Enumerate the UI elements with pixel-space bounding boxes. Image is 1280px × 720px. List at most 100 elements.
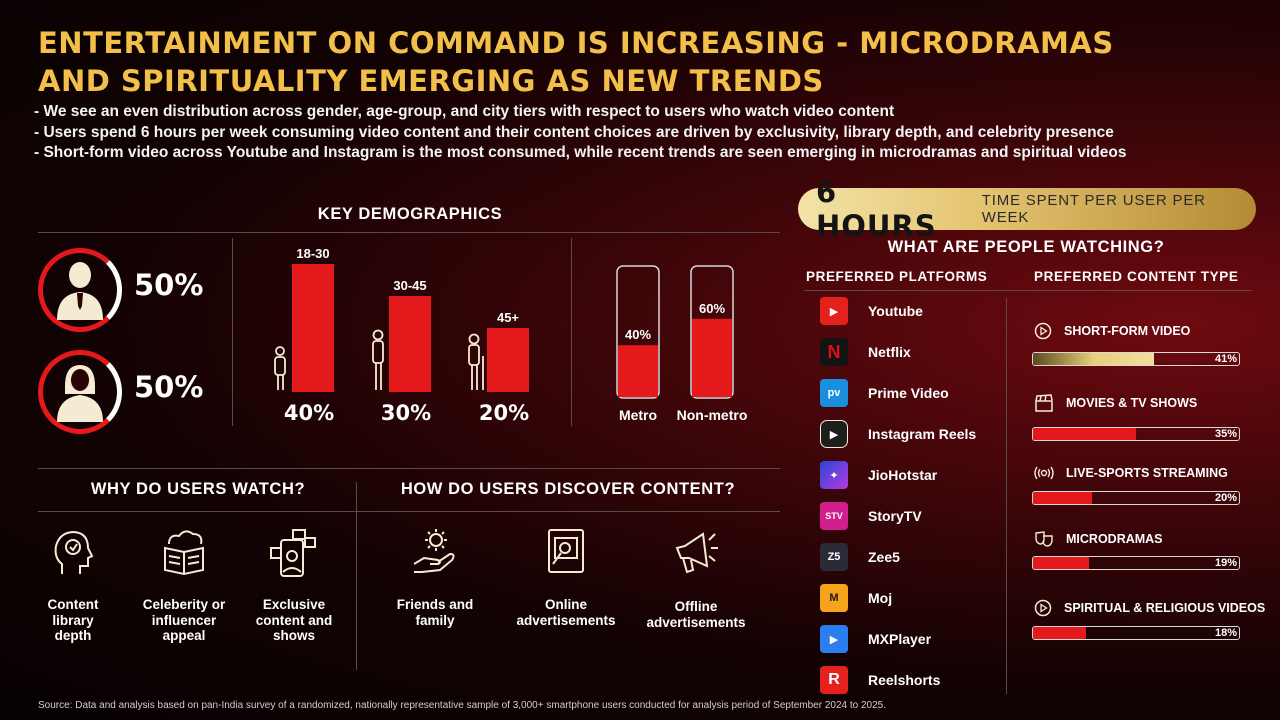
platform-name: Moj	[868, 590, 893, 606]
platform-content-divider	[1006, 298, 1007, 694]
platform-name: Youtube	[868, 303, 923, 319]
platform-name: MXPlayer	[868, 631, 932, 647]
city-tube-Non-metro	[690, 265, 734, 399]
city-category-label: Metro	[619, 407, 657, 423]
content-bar-value: 35%	[1214, 428, 1237, 440]
city-bar-Metro	[618, 345, 658, 397]
megaphone-icon	[675, 532, 718, 574]
age-chart-svg: 18-30 40% 30-45 30% 45+ 20%	[274, 246, 529, 425]
netflix-icon: N	[820, 338, 848, 366]
platform-moj: M Moj	[820, 584, 990, 612]
page-title: ENTERTAINMENT ON COMMAND IS INCREASING -…	[38, 24, 1238, 100]
female-ring	[38, 350, 122, 434]
reelshorts-icon: R	[820, 666, 848, 694]
storytv-icon: STV	[820, 502, 848, 530]
platform-instagram-reels: ▶ Instagram Reels	[820, 420, 990, 448]
bullet-3: Short-form video across Youtube and Inst…	[34, 143, 1254, 164]
platform-netflix: N Netflix	[820, 338, 990, 366]
platform-youtube: ▶ Youtube	[820, 297, 990, 325]
platform-name: StoryTV	[868, 508, 922, 524]
content-bar-value: 41%	[1214, 353, 1237, 365]
why-discover-vertical-divider	[356, 482, 357, 670]
content-bar-value: 18%	[1214, 627, 1237, 639]
theatre-masks-icon	[1035, 531, 1053, 547]
content-label-microdramas: MICRODRAMAS	[1034, 530, 1163, 548]
demographics-bottom-divider	[38, 468, 780, 469]
demographics-divider-left	[232, 238, 233, 426]
elderly-person-icon	[468, 333, 484, 390]
phone-tickets-icon	[270, 529, 316, 577]
discover-label-offline: Offline advertisements	[646, 599, 746, 630]
youtube-icon: ▶	[820, 297, 848, 325]
source-note: Source: Data and analysis based on pan-I…	[38, 700, 887, 711]
hours-value: 6 HOURS	[816, 175, 937, 243]
age-bar-45+	[487, 328, 529, 392]
platform-name: Instagram Reels	[868, 426, 977, 442]
why-label-exclusive: Exclusive content and shows	[255, 597, 333, 643]
female-user-icon	[57, 365, 103, 422]
title-line-1: ENTERTAINMENT ON COMMAND IS INCREASING -…	[38, 26, 1114, 60]
male-percent: 50%	[134, 268, 204, 302]
content-bar-movies-tv: 35%	[1032, 427, 1240, 441]
discover-label-friends: Friends and family	[396, 597, 474, 628]
age-chart: 18-30 40% 30-45 30% 45+ 20%	[262, 246, 562, 428]
age-value-label: 40%	[284, 401, 334, 425]
content-label-text: LIVE-SPORTS STREAMING	[1066, 466, 1228, 480]
male-user-icon	[57, 262, 103, 320]
key-demographics-heading: KEY DEMOGRAPHICS	[317, 205, 503, 223]
city-chart: 40% Metro 60% Non-metro	[596, 264, 766, 434]
platform-name: Prime Video	[868, 385, 949, 401]
zee5-icon: Z5	[820, 543, 848, 571]
content-bar-fill-movies-tv	[1033, 428, 1136, 440]
content-bar-fill-microdramas	[1033, 557, 1089, 569]
age-value-label: 20%	[479, 401, 529, 425]
content-label-spiritual: SPIRITUAL & RELIGIOUS VIDEOS	[1034, 599, 1265, 617]
platform-name: Netflix	[868, 344, 911, 360]
hours-banner: 6 HOURS TIME SPENT PER USER PER WEEK	[798, 175, 1256, 243]
age-category-label: 18-30	[296, 248, 329, 261]
discover-item-friends: Friends and family	[388, 526, 482, 628]
content-label-text: SHORT-FORM VIDEO	[1064, 324, 1191, 338]
content-bar-fill-short-form	[1033, 353, 1154, 365]
summary-bullets: We see an even distribution across gende…	[34, 102, 1254, 164]
why-item-celebrity: Celeberity or influencer appeal	[138, 528, 230, 644]
clapperboard-icon	[1035, 394, 1053, 412]
adult-person-icon	[372, 329, 384, 390]
age-bar-18-30	[292, 264, 334, 392]
discover-item-online: Online advertisements	[508, 526, 624, 628]
why-label-library-depth: Content library depth	[47, 597, 99, 643]
why-watch-heading: WHY DO USERS WATCH?	[90, 480, 306, 498]
platform-zee5: Z5 Zee5	[820, 543, 990, 571]
discover-item-offline: Offline advertisements	[638, 526, 754, 630]
age-bar-30-45	[389, 296, 431, 392]
city-chart-svg: 40% Metro 60% Non-metro	[616, 265, 747, 423]
platform-reelshorts: R Reelshorts	[820, 666, 990, 694]
content-bar-value: 20%	[1214, 492, 1237, 504]
content-bar-fill-spiritual	[1033, 627, 1086, 639]
brain-head-icon	[54, 530, 94, 574]
why-label-celebrity: Celeberity or influencer appeal	[142, 597, 226, 643]
why-discover-divider	[38, 511, 780, 512]
city-bar-Non-metro	[692, 318, 732, 397]
content-bar-spiritual: 18%	[1032, 626, 1240, 640]
book-cloud-icon	[164, 530, 204, 576]
male-ring	[38, 248, 122, 332]
title-line-2: AND SPIRITUALITY EMERGING AS NEW TRENDS	[38, 64, 824, 98]
discover-label-online: Online advertisements	[516, 597, 616, 628]
city-value-label: 40%	[625, 327, 651, 342]
content-bar-microdramas: 19%	[1032, 556, 1240, 570]
city-value-label: 60%	[699, 301, 725, 316]
broadcast-icon	[1034, 466, 1054, 480]
content-bar-value: 19%	[1214, 557, 1237, 569]
content-bar-fill-live-sports	[1033, 492, 1092, 504]
discover-heading: HOW DO USERS DISCOVER CONTENT?	[400, 480, 736, 498]
platforms-heading: PREFERRED PLATFORMS	[806, 269, 988, 284]
demographics-top-divider	[38, 232, 780, 233]
prime-video-icon: pv	[820, 379, 848, 407]
demographics-divider-right	[571, 238, 572, 426]
play-circle-icon	[1034, 322, 1052, 340]
age-category-label: 45+	[497, 310, 519, 325]
why-item-library-depth: Content library depth	[38, 528, 108, 644]
why-item-exclusive: Exclusive content and shows	[252, 528, 336, 644]
bullet-2: Users spend 6 hours per week consuming v…	[34, 123, 1254, 144]
